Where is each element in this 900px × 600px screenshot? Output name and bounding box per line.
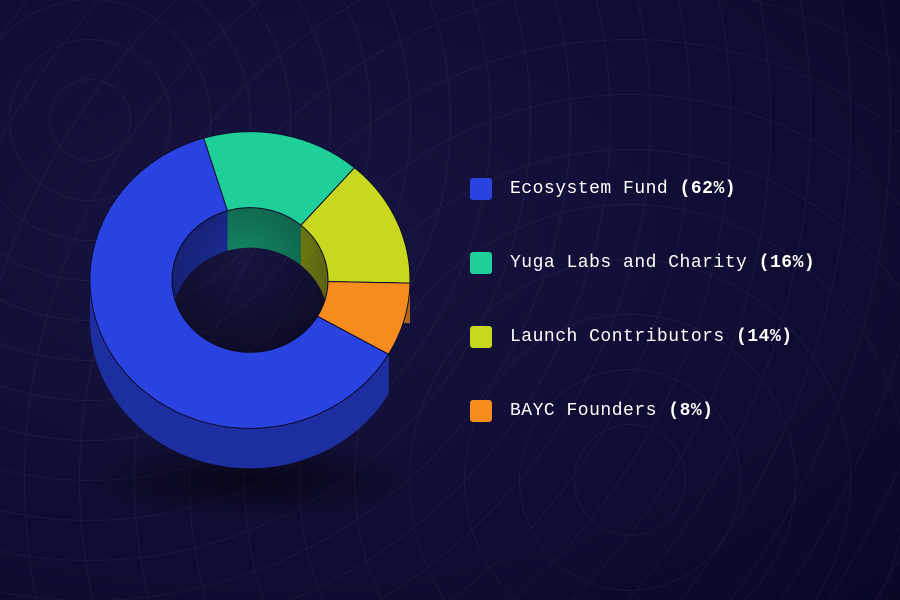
legend-swatch [470, 400, 492, 422]
legend: Ecosystem Fund (62%) Yuga Labs and Chari… [470, 178, 900, 422]
legend-item: Ecosystem Fund (62%) [470, 178, 860, 200]
legend-label: Ecosystem Fund (62%) [510, 179, 736, 199]
stage: Ecosystem Fund (62%) Yuga Labs and Chari… [0, 0, 900, 600]
legend-item: BAYC Founders (8%) [470, 400, 860, 422]
legend-swatch [470, 252, 492, 274]
legend-swatch [470, 326, 492, 348]
donut-chart [0, 0, 470, 600]
legend-item: Launch Contributors (14%) [470, 326, 860, 348]
legend-swatch [470, 178, 492, 200]
donut-svg [40, 50, 460, 550]
donut-tops [90, 132, 410, 429]
legend-item: Yuga Labs and Charity (16%) [470, 252, 860, 274]
legend-label: Yuga Labs and Charity (16%) [510, 253, 815, 273]
legend-label: BAYC Founders (8%) [510, 401, 713, 421]
legend-label: Launch Contributors (14%) [510, 327, 793, 347]
